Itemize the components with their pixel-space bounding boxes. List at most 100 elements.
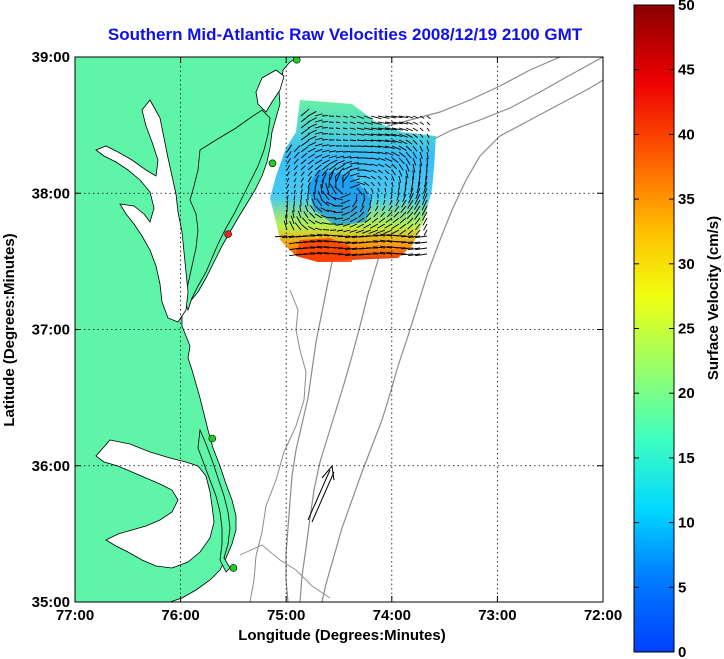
velocity-vector bbox=[322, 228, 330, 231]
velocity-vector bbox=[415, 229, 421, 236]
velocity-vector bbox=[286, 171, 290, 177]
velocity-vector bbox=[412, 115, 419, 119]
velocity-vector bbox=[329, 183, 337, 195]
velocity-vector bbox=[314, 154, 323, 159]
colorbar-tick-label: 0 bbox=[678, 644, 686, 659]
velocity-vector bbox=[342, 160, 352, 165]
velocity-vector bbox=[375, 229, 386, 235]
velocity-vector bbox=[335, 223, 344, 226]
velocity-vector bbox=[370, 139, 382, 142]
velocity-vector bbox=[406, 211, 414, 220]
velocity-vector bbox=[425, 169, 428, 181]
velocity-vector bbox=[371, 217, 379, 224]
velocity-vector bbox=[307, 187, 310, 195]
velocity-vector bbox=[409, 187, 414, 198]
colorbar bbox=[633, 4, 675, 653]
velocity-vector bbox=[370, 115, 382, 120]
velocity-vector bbox=[358, 211, 365, 218]
velocity-vector bbox=[342, 217, 351, 222]
velocity-vector bbox=[363, 133, 374, 136]
velocity-vector bbox=[384, 175, 389, 181]
x-tick-label: 76:00 bbox=[161, 607, 199, 624]
velocity-vector bbox=[415, 235, 428, 239]
y-tick-label: 35:00 bbox=[32, 594, 70, 611]
velocity-vector bbox=[274, 235, 288, 238]
velocity-vector bbox=[419, 121, 424, 125]
velocity-vector bbox=[377, 133, 390, 137]
velocity-vector bbox=[337, 235, 351, 238]
station-marker bbox=[268, 159, 277, 168]
velocity-hotspot bbox=[296, 238, 352, 262]
x-tick-label: 72:00 bbox=[584, 607, 622, 624]
velocity-vector bbox=[300, 152, 308, 159]
velocity-vector bbox=[306, 199, 309, 207]
velocity-vector bbox=[377, 175, 382, 180]
velocity-vector bbox=[304, 205, 309, 213]
velocity-vector bbox=[374, 205, 379, 212]
velocity-vector bbox=[314, 119, 323, 123]
velocity-vector bbox=[297, 210, 302, 219]
velocity-vector bbox=[314, 213, 323, 219]
velocity-vector bbox=[398, 139, 408, 145]
x-tick-label: 73:00 bbox=[478, 607, 516, 624]
velocity-vector bbox=[397, 187, 400, 195]
velocity-vector bbox=[321, 138, 329, 141]
velocity-vector bbox=[391, 157, 399, 164]
velocity-vector bbox=[377, 223, 386, 229]
velocity-vector bbox=[419, 139, 424, 145]
velocity-vector bbox=[286, 164, 291, 171]
y-axis-label: Latitude (Degrees:Minutes) bbox=[1, 233, 18, 426]
velocity-vector bbox=[412, 157, 417, 166]
chesapeake-bay bbox=[95, 99, 189, 323]
colorbar-tick-label: 45 bbox=[678, 62, 695, 79]
velocity-vector bbox=[349, 133, 356, 136]
velocity-vector bbox=[314, 148, 323, 153]
velocity-vector bbox=[363, 175, 371, 180]
velocity-vector bbox=[405, 157, 411, 166]
velocity-vector bbox=[391, 175, 395, 182]
velocity-vector bbox=[413, 205, 421, 215]
velocity-vector bbox=[419, 157, 423, 167]
velocity-vector bbox=[417, 175, 421, 187]
velocity-vector bbox=[400, 205, 407, 213]
velocity-vector bbox=[399, 217, 407, 224]
velocity-vector bbox=[345, 235, 358, 239]
velocity-vector bbox=[356, 121, 365, 125]
velocity-vector bbox=[391, 223, 400, 229]
velocity-vector bbox=[391, 151, 400, 157]
velocity-vector bbox=[423, 181, 428, 194]
velocity-vector bbox=[391, 163, 398, 170]
velocity-vector bbox=[300, 165, 306, 171]
velocity-vector bbox=[320, 184, 323, 195]
velocity-vectors bbox=[274, 108, 431, 257]
velocity-vector bbox=[414, 211, 421, 220]
velocity-vector bbox=[378, 217, 386, 223]
velocity-vector bbox=[369, 199, 372, 206]
velocity-vector bbox=[350, 205, 358, 213]
velocity-vector bbox=[381, 205, 386, 211]
velocity-vector bbox=[356, 223, 365, 229]
colorbar-tick-label: 20 bbox=[678, 385, 695, 402]
velocity-vector bbox=[412, 151, 418, 159]
velocity-vector bbox=[398, 151, 406, 158]
velocity-vector bbox=[349, 223, 358, 228]
velocity-vector bbox=[356, 187, 363, 195]
velocity-vector bbox=[350, 211, 358, 218]
velocity-vector bbox=[307, 165, 314, 171]
y-tick-label: 37:00 bbox=[32, 322, 70, 339]
y-tick-label: 36:00 bbox=[32, 458, 70, 475]
colorbar-tick-label: 50 bbox=[678, 0, 695, 14]
velocity-vector bbox=[415, 241, 428, 245]
velocity-vector bbox=[335, 155, 345, 159]
velocity-vector bbox=[370, 157, 379, 160]
y-tick-label: 38:00 bbox=[32, 185, 70, 202]
velocity-vector bbox=[314, 137, 323, 141]
velocity-vector bbox=[412, 163, 416, 173]
velocity-vector bbox=[385, 217, 393, 223]
velocity-vector bbox=[363, 121, 374, 125]
velocity-vector bbox=[342, 223, 351, 227]
velocity-vector bbox=[392, 217, 400, 224]
colorbar-tick-label: 10 bbox=[678, 515, 695, 532]
velocity-vector bbox=[408, 241, 421, 245]
